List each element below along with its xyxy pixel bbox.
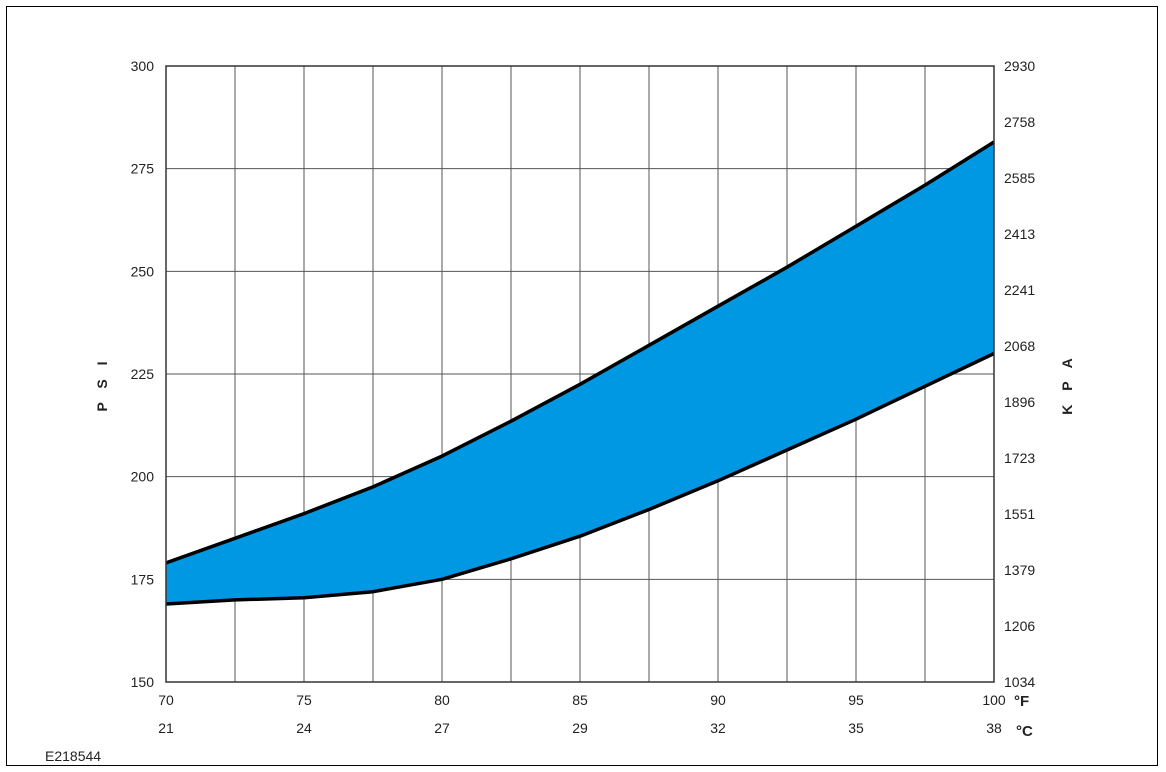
figure-frame: 150 175 200 225 250 275 300 1034 1206 1379 1551 172… [6, 6, 1158, 766]
y-axis-title-right: K P A [1059, 353, 1075, 415]
x-tick-label: 90 [710, 692, 726, 708]
x-tick-label-secondary: 24 [296, 720, 312, 736]
x-tick-label-secondary: 21 [158, 720, 174, 736]
y-tick-label: 200 [131, 469, 155, 485]
y-tick-label-right: 1551 [1004, 506, 1035, 522]
upper-limit-line [165, 140, 995, 565]
y-tick-label-right: 2241 [1004, 282, 1035, 298]
y-tick-label-right: 2930 [1004, 58, 1035, 74]
x-unit-label-secondary: °C [1016, 723, 1033, 740]
x-tick-label-secondary: 32 [710, 720, 726, 736]
y-tick-label: 300 [131, 58, 155, 74]
x-tick-label-secondary: 29 [572, 720, 588, 736]
y-tick-label-right: 1034 [1004, 674, 1035, 690]
pressure-temperature-chart: 150 175 200 225 250 275 300 1034 1206 1379 1551 172… [94, 58, 1075, 740]
x-tick-label: 100 [982, 692, 1006, 708]
y-tick-label: 150 [131, 674, 155, 690]
x-tick-label-secondary: 27 [434, 720, 450, 736]
x-tick-label: 85 [572, 692, 588, 708]
lower-limit-line [165, 351, 995, 606]
x-tick-label: 70 [158, 692, 174, 708]
y-tick-label: 225 [131, 366, 155, 382]
x-tick-label: 80 [434, 692, 450, 708]
y-tick-label-right: 1206 [1004, 618, 1035, 634]
y-tick-label-right: 2068 [1004, 338, 1035, 354]
figure-id: E218544 [45, 748, 102, 764]
y-tick-label: 250 [131, 263, 155, 279]
x-tick-label: 75 [296, 692, 312, 708]
y-tick-label-right: 1723 [1004, 450, 1035, 466]
x-tick-label-secondary: 38 [986, 720, 1002, 736]
x-tick-label-secondary: 35 [848, 720, 864, 736]
y-tick-label-right: 2758 [1004, 114, 1035, 130]
y-tick-label-right: 1896 [1004, 394, 1035, 410]
plot-border [165, 65, 995, 683]
x-tick-label: 95 [848, 692, 864, 708]
y-tick-label: 275 [131, 161, 155, 177]
y-tick-label: 175 [131, 571, 155, 587]
x-unit-label: °F [1014, 693, 1029, 710]
y-tick-label-right: 2585 [1004, 170, 1035, 186]
y-tick-label-right: 2413 [1004, 226, 1035, 242]
y-tick-label-right: 1379 [1004, 562, 1035, 578]
y-axis-title-left: P S I [94, 356, 110, 411]
